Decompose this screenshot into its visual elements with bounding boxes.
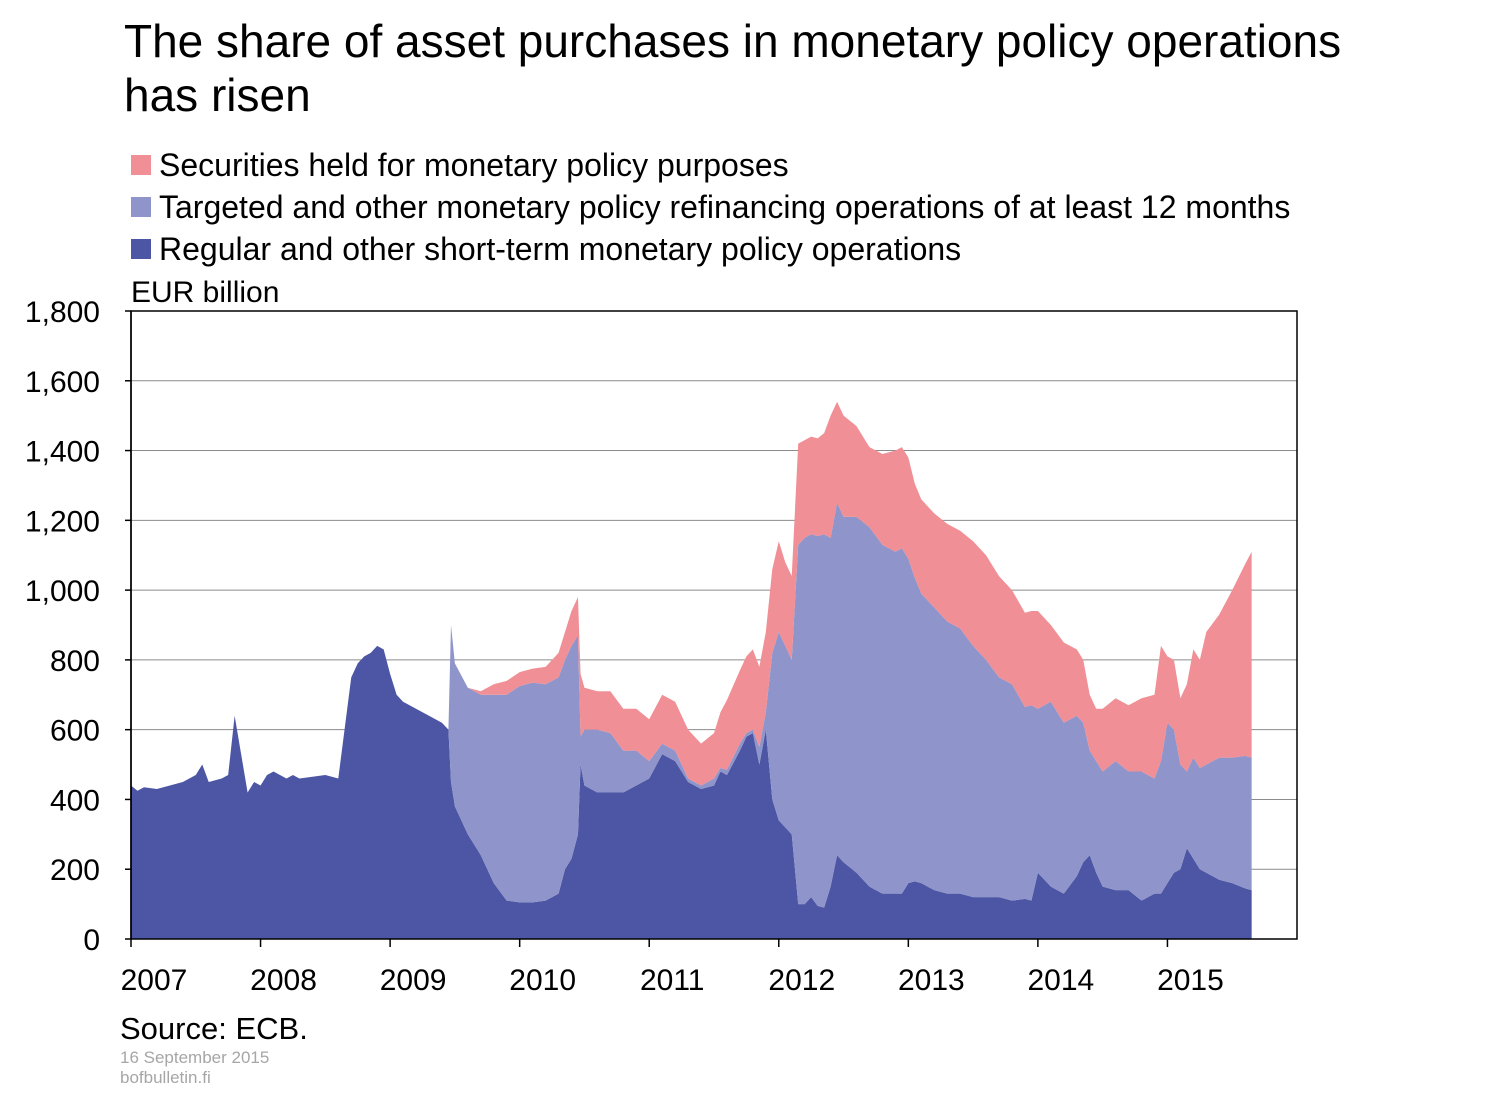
legend-label-targeted-operations: Targeted and other monetary policy refin…: [159, 188, 1291, 225]
x-tick-label: 2015: [1157, 964, 1224, 997]
legend-swatch-regular-operations: [131, 239, 151, 259]
legend-item-securities: Securities held for monetary policy purp…: [131, 144, 1290, 186]
source-note: Source: ECB.: [120, 1011, 308, 1046]
x-tick-label: 2014: [1028, 964, 1095, 997]
x-tick-label: 2008: [250, 964, 317, 997]
y-tick-label: 1,000: [25, 575, 100, 608]
legend-label-securities: Securities held for monetary policy purp…: [159, 146, 789, 183]
y-tick-label: 800: [50, 645, 100, 678]
publication-date: 16 September 2015: [120, 1048, 270, 1067]
legend: Securities held for monetary policy purp…: [131, 144, 1290, 270]
legend-label-regular-operations: Regular and other short-term monetary po…: [159, 230, 962, 267]
x-tick-label: 2010: [509, 964, 576, 997]
y-tick-label: 600: [50, 715, 100, 748]
legend-item-targeted-operations: Targeted and other monetary policy refin…: [131, 186, 1290, 228]
x-tick-label: 2011: [640, 964, 705, 997]
y-tick-label: 1,200: [25, 505, 100, 538]
y-tick-label: 200: [50, 854, 100, 887]
area-series-2: [131, 502, 1252, 908]
x-tick-label: 2009: [380, 964, 447, 997]
x-tick-label: 2007: [121, 964, 188, 997]
area-series-1: [131, 645, 1252, 939]
x-tick-label: 2013: [898, 964, 965, 997]
y-tick-label: 1,800: [25, 296, 100, 329]
y-axis: 0 200 400 600 800 1,000 1,200 1,400 1,600 1,800: [25, 296, 132, 957]
legend-swatch-securities: [131, 155, 151, 175]
chart-title: The share of asset purchases in monetary…: [124, 15, 1342, 121]
x-axis: 2007 2008 2009 2010 2011 2012 2013 2014 2015: [121, 939, 1224, 997]
area-series-3: [131, 401, 1252, 793]
x-tick-label: 2012: [768, 964, 835, 997]
legend-item-regular-operations: Regular and other short-term monetary po…: [131, 228, 1290, 270]
y-tick-label: 400: [50, 784, 100, 817]
chart-areas: [131, 401, 1252, 939]
y-tick-label: 0: [83, 924, 100, 957]
y-tick-label: 1,400: [25, 436, 100, 469]
legend-swatch-targeted-operations: [131, 197, 151, 217]
y-axis-unit-label: EUR billion: [131, 276, 280, 309]
site-name: bofbulletin.fi: [120, 1068, 211, 1087]
y-tick-label: 1,600: [25, 366, 100, 399]
